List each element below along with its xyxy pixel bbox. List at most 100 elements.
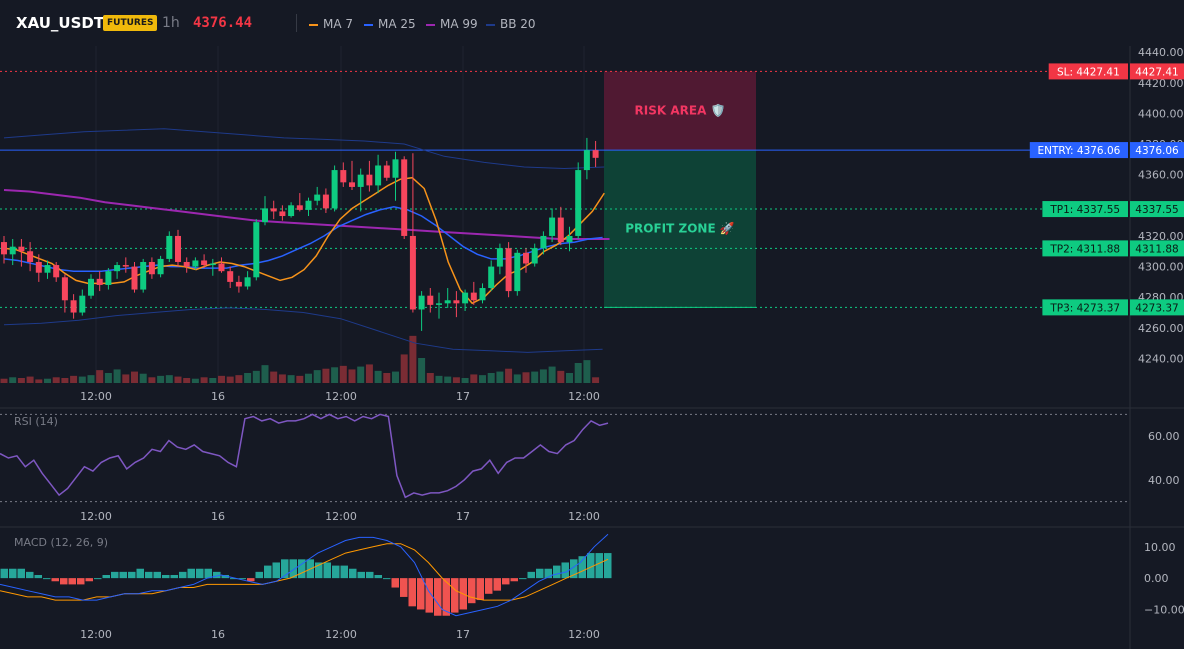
candle-body bbox=[96, 278, 103, 285]
candle-body bbox=[105, 271, 112, 285]
volume-bar bbox=[244, 373, 252, 383]
candle-body bbox=[531, 248, 538, 264]
volume-bar bbox=[479, 375, 486, 383]
macd-histogram-bar bbox=[17, 568, 25, 579]
candle-body bbox=[201, 260, 208, 266]
candle-body bbox=[218, 263, 225, 272]
candle-body bbox=[235, 281, 242, 287]
volume-bar bbox=[113, 369, 121, 383]
level-axis-label: 4337.55 bbox=[1135, 204, 1178, 216]
candle-body bbox=[392, 159, 399, 178]
level-axis-box bbox=[1130, 299, 1184, 316]
candle-body bbox=[44, 265, 51, 273]
volume-bar bbox=[426, 373, 434, 383]
legend-ma25[interactable]: MA 25 bbox=[364, 17, 416, 31]
macd-histogram-bar bbox=[374, 575, 382, 579]
chart-header: XAU_USDT FUTURES 1h 4376.44 MA 7 MA 25 M… bbox=[0, 0, 1184, 46]
candle-body bbox=[262, 208, 268, 223]
risk-area-box bbox=[604, 71, 756, 151]
candle-body bbox=[357, 174, 364, 187]
volume-bar bbox=[174, 376, 182, 383]
volume-bar bbox=[278, 374, 286, 383]
macd-histogram-bar bbox=[570, 559, 578, 579]
volume-bar bbox=[165, 375, 173, 383]
candle-body bbox=[305, 200, 312, 210]
volume-bar bbox=[418, 358, 426, 383]
macd-histogram-bar bbox=[553, 565, 561, 579]
macd-histogram-bar bbox=[587, 553, 595, 579]
macd-histogram-bar bbox=[111, 571, 119, 579]
volume-bar bbox=[357, 366, 365, 383]
level-axis-box bbox=[1130, 240, 1184, 257]
macd-histogram-bar bbox=[468, 578, 476, 604]
macd-histogram-bar bbox=[442, 578, 450, 616]
macd-histogram-bar bbox=[170, 575, 178, 579]
candle-body bbox=[175, 235, 181, 262]
level-tag-label: TP2: 4311.88 bbox=[1049, 243, 1120, 255]
price-tick-label: 4420.00 bbox=[1138, 77, 1184, 90]
volume-bar bbox=[435, 375, 443, 383]
candle-body bbox=[270, 208, 277, 212]
volume-bar bbox=[9, 377, 17, 383]
macd-tick-label: 0.00 bbox=[1144, 572, 1169, 585]
level-tag-box bbox=[1048, 63, 1128, 80]
legend-bb20-label: BB 20 bbox=[500, 17, 536, 31]
volume-bar bbox=[270, 371, 278, 383]
candle-body bbox=[288, 205, 295, 217]
level-axis-box bbox=[1130, 63, 1184, 80]
macd-histogram-bar bbox=[561, 562, 569, 579]
volume-bar bbox=[157, 375, 165, 383]
candle-body bbox=[35, 261, 42, 273]
macd-histogram-bar bbox=[196, 568, 204, 579]
volume-bar bbox=[305, 373, 312, 383]
volume-bar bbox=[26, 376, 34, 383]
candle-body bbox=[575, 170, 582, 236]
time-tick-label: 12:00 bbox=[325, 628, 357, 641]
symbol-name[interactable]: XAU_USDT bbox=[16, 14, 105, 32]
candle-body bbox=[88, 278, 94, 296]
interval-label[interactable]: 1h bbox=[162, 15, 180, 31]
legend-ma99[interactable]: MA 99 bbox=[426, 17, 478, 31]
macd-histogram-bar bbox=[502, 578, 510, 585]
volume-bar bbox=[557, 370, 565, 383]
volume-bar bbox=[296, 375, 304, 383]
candle-body bbox=[418, 295, 425, 310]
time-tick-label: 17 bbox=[456, 628, 470, 641]
volume-bar bbox=[392, 371, 399, 383]
time-tick-label: 12:00 bbox=[325, 390, 357, 403]
macd-histogram-bar bbox=[425, 578, 433, 613]
macd-histogram-bar bbox=[272, 562, 280, 579]
candle-body bbox=[279, 211, 286, 217]
candle-body bbox=[383, 165, 390, 178]
legend-bb20-swatch bbox=[486, 23, 495, 26]
legend-ma99-label: MA 99 bbox=[440, 17, 478, 31]
legend-bb20[interactable]: BB 20 bbox=[486, 17, 536, 31]
risk-area-label: RISK AREA 🛡️ bbox=[635, 104, 726, 118]
volume-bar bbox=[148, 377, 156, 383]
legend-ma7[interactable]: MA 7 bbox=[309, 17, 353, 31]
candle-body bbox=[566, 235, 573, 243]
volume-bar bbox=[487, 373, 495, 383]
volume-bar bbox=[513, 374, 521, 383]
macd-histogram-bar bbox=[145, 571, 153, 579]
macd-histogram-bar bbox=[476, 578, 484, 601]
time-tick-label: 16 bbox=[211, 390, 225, 403]
volume-bar bbox=[444, 376, 452, 383]
macd-histogram-bar bbox=[51, 578, 59, 582]
time-tick-label: 12:00 bbox=[80, 390, 112, 403]
candle-body bbox=[166, 235, 173, 259]
legend-ma99-swatch bbox=[426, 23, 435, 26]
volume-bar bbox=[461, 378, 469, 383]
candle-body bbox=[227, 271, 234, 282]
level-tag-box bbox=[1042, 201, 1128, 218]
macd-histogram-bar bbox=[408, 578, 416, 607]
macd-histogram-bar bbox=[485, 578, 493, 594]
volume-bar bbox=[348, 369, 356, 383]
candle-body bbox=[514, 252, 521, 292]
legend-ma7-swatch bbox=[309, 23, 318, 26]
level-tag-label: SL: 4427.41 bbox=[1057, 66, 1120, 78]
volume-bar bbox=[61, 378, 69, 383]
macd-histogram-bar bbox=[519, 578, 527, 580]
volume-bar bbox=[17, 378, 25, 383]
